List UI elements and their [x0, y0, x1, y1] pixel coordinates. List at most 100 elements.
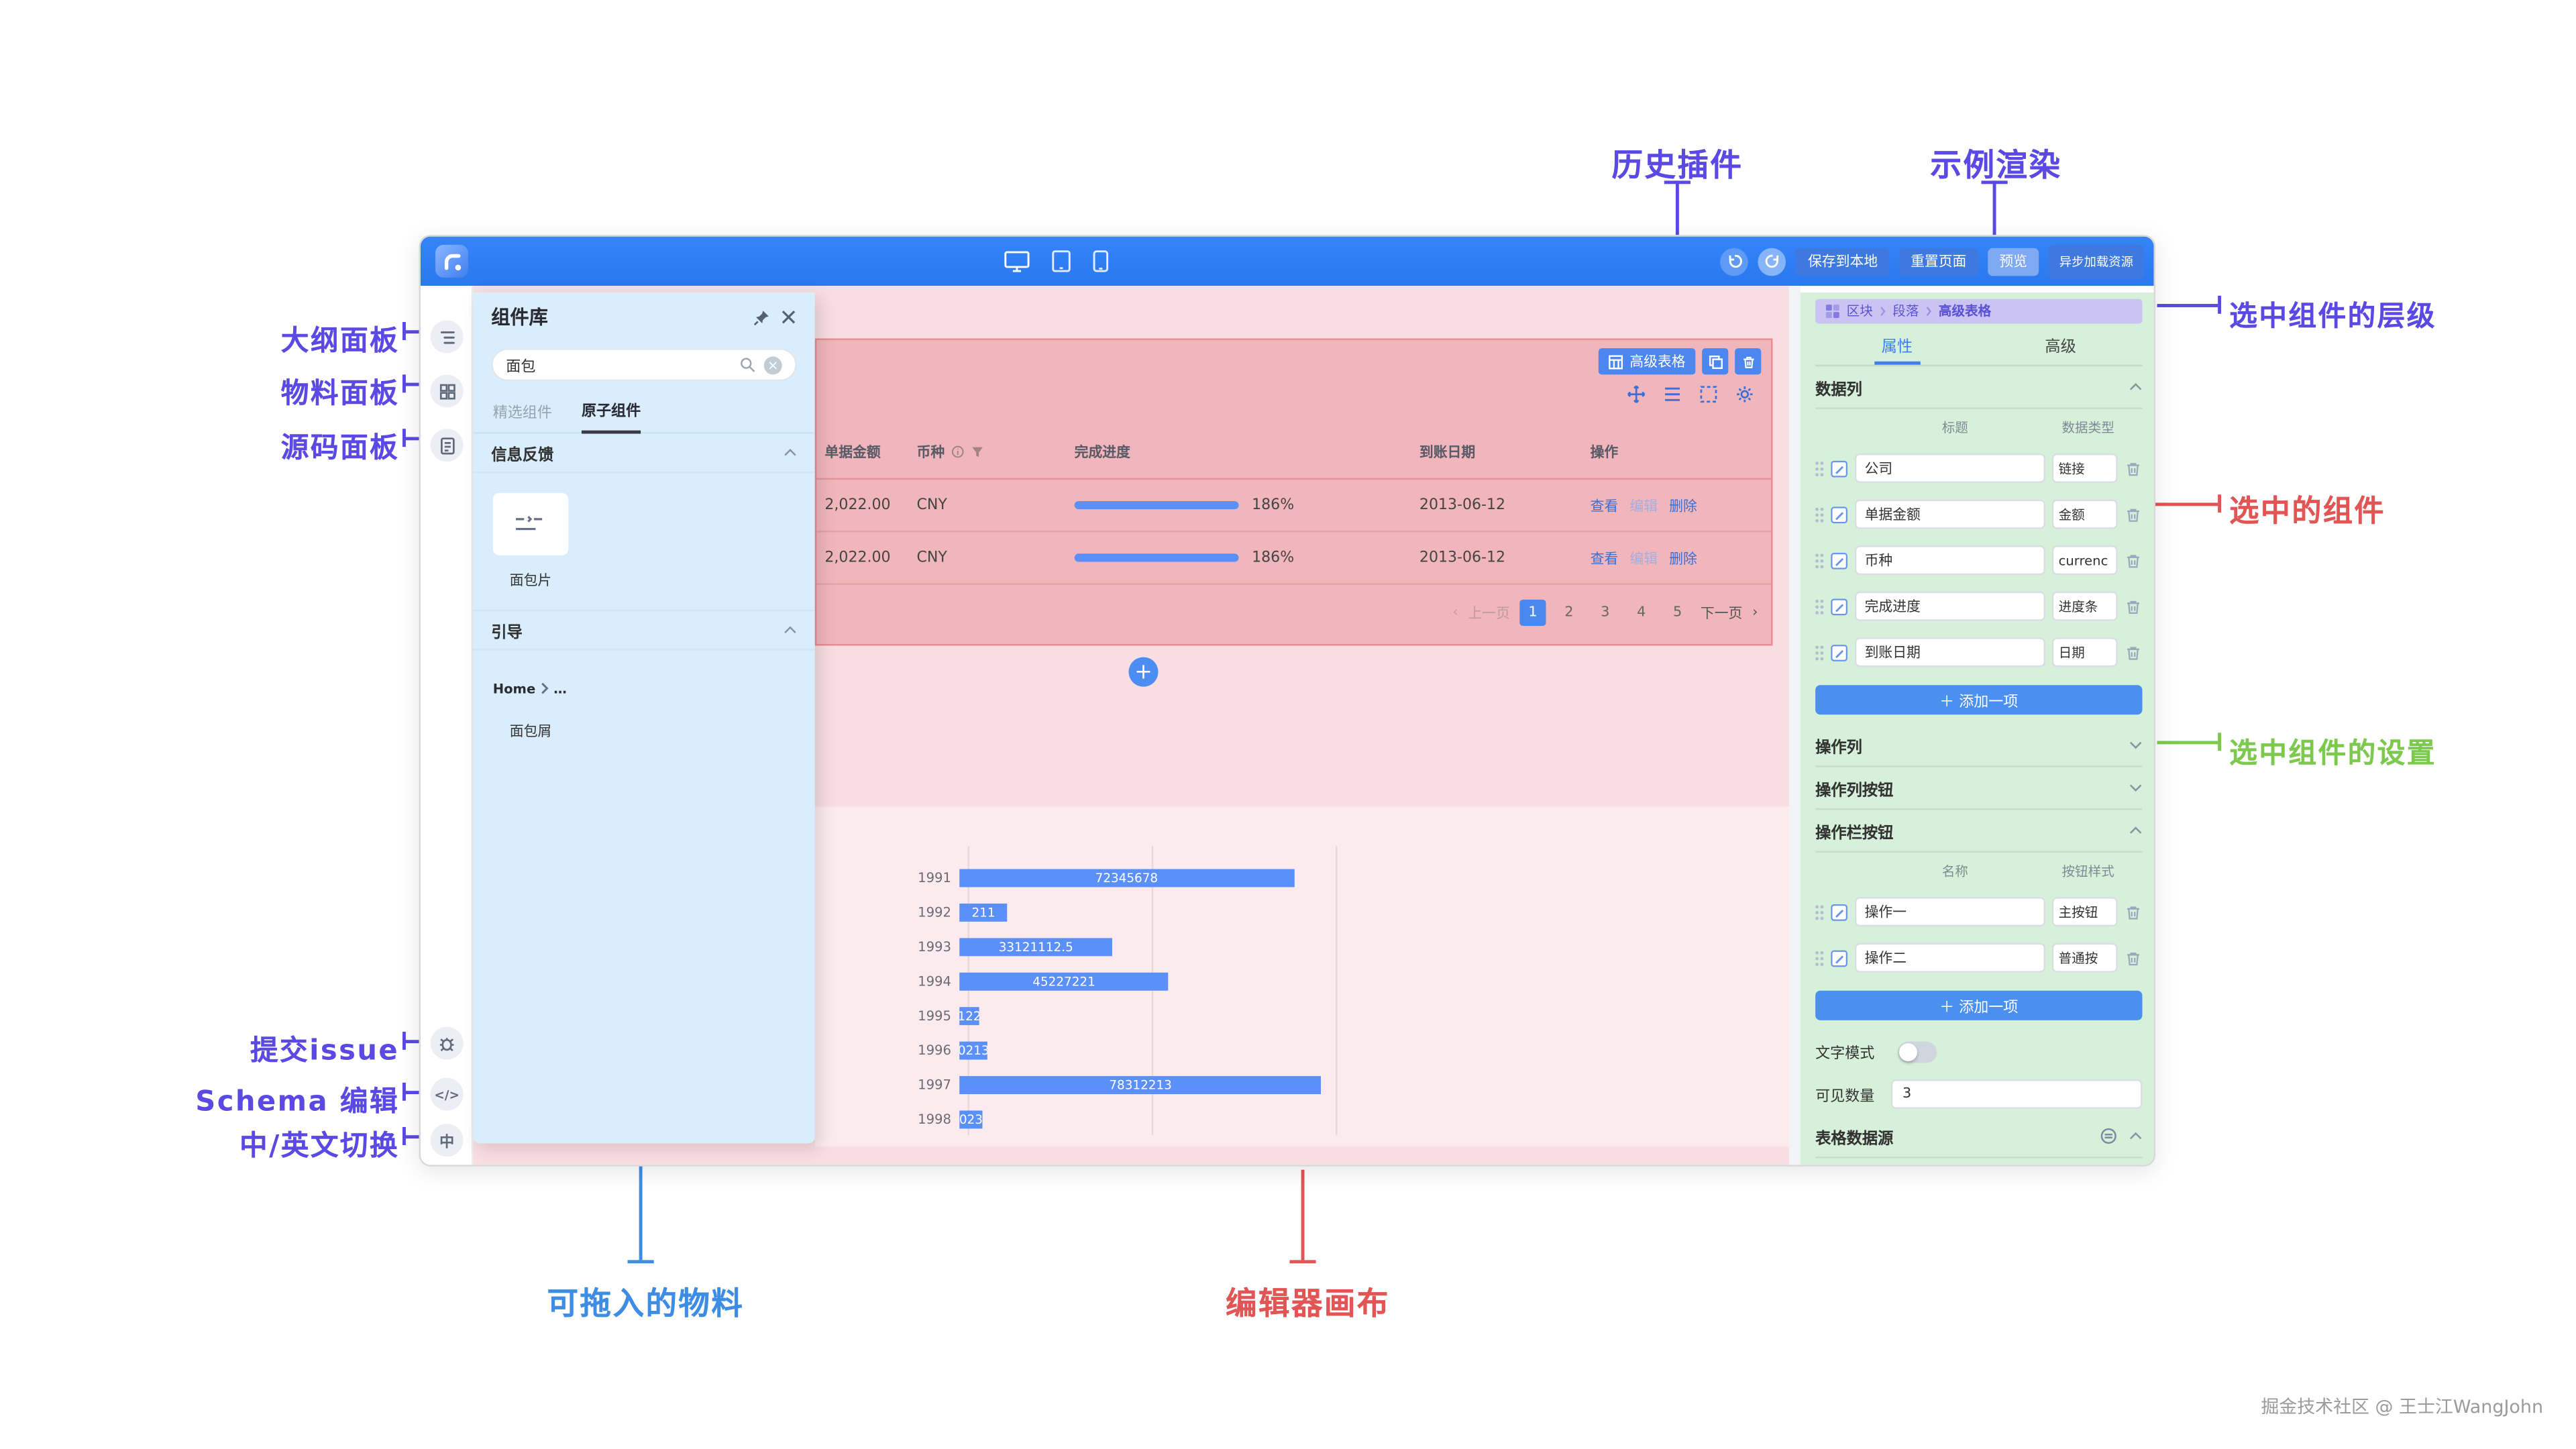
breadcrumb-block[interactable]: 区块 — [1846, 304, 1873, 319]
column-title-input[interactable] — [1854, 499, 2045, 529]
trash-icon[interactable] — [2125, 643, 2143, 661]
schema-code-icon[interactable]: </> — [430, 1077, 464, 1111]
column-title-input[interactable] — [1854, 545, 2045, 576]
page-button[interactable]: 4 — [1637, 604, 1646, 621]
page-button[interactable]: 3 — [1601, 604, 1610, 621]
text-mode-toggle[interactable] — [1897, 1040, 1937, 1063]
gear-icon[interactable] — [1735, 384, 1754, 403]
drag-handle-icon[interactable] — [1815, 645, 1824, 660]
view-link[interactable]: 查看 — [1590, 498, 1619, 515]
tab-featured-components[interactable]: 精选组件 — [492, 405, 552, 423]
bug-issue-icon[interactable] — [430, 1026, 464, 1060]
edit-icon[interactable] — [1830, 949, 1848, 967]
add-action-button[interactable]: ＋ 添加一项 — [1815, 990, 2143, 1020]
edit-icon[interactable] — [1830, 643, 1848, 661]
edit-icon[interactable] — [1830, 903, 1848, 921]
action-name-input[interactable] — [1854, 897, 2045, 927]
component-chip[interactable]: 高级表格 — [1598, 348, 1696, 375]
page-button[interactable]: 1 — [1519, 599, 1546, 627]
datasource-icon[interactable] — [2100, 1127, 2118, 1145]
prev-page[interactable]: 上一页 — [1468, 606, 1510, 623]
column-title-input[interactable] — [1854, 453, 2045, 484]
source-panel-icon[interactable] — [430, 429, 464, 462]
selected-table-component[interactable]: 高级表格 单据金额 — [814, 338, 1773, 646]
edit-icon[interactable] — [1830, 551, 1848, 570]
add-component-button[interactable]: + — [1128, 657, 1159, 687]
trash-icon[interactable] — [2125, 551, 2143, 570]
page-button[interactable]: 2 — [1564, 604, 1574, 621]
trash-icon[interactable] — [2125, 903, 2143, 921]
outline-panel-icon[interactable] — [430, 320, 464, 354]
redo-icon[interactable] — [1758, 247, 1787, 276]
drag-handle-icon[interactable] — [1815, 950, 1824, 965]
copy-component-icon[interactable] — [1702, 348, 1729, 375]
trash-icon[interactable] — [2125, 949, 2143, 967]
app-logo[interactable] — [435, 244, 468, 278]
canvas-scrollbar[interactable] — [1788, 286, 1801, 1165]
column-type-input[interactable] — [2051, 591, 2118, 621]
save-local-button[interactable]: 保存到本地 — [1796, 247, 1890, 276]
breadcrumb-table[interactable]: 高级表格 — [1938, 304, 1992, 319]
edit-icon[interactable] — [1830, 505, 1848, 523]
tab-atomic-components[interactable]: 原子组件 — [581, 399, 641, 434]
trash-icon[interactable] — [2125, 459, 2143, 477]
info-icon[interactable] — [951, 444, 965, 458]
column-title-input[interactable] — [1854, 591, 2045, 621]
visible-count-input[interactable] — [1890, 1079, 2143, 1110]
column-title-input[interactable] — [1854, 637, 2045, 667]
tab-advanced[interactable]: 高级 — [2045, 337, 2076, 356]
delete-link[interactable]: 删除 — [1669, 498, 1697, 515]
search-icon[interactable] — [739, 356, 755, 372]
edit-link[interactable]: 编辑 — [1629, 498, 1658, 515]
action-name-input[interactable] — [1854, 943, 2045, 973]
action-style-input[interactable] — [2051, 897, 2118, 927]
view-link[interactable]: 查看 — [1590, 551, 1619, 568]
column-type-input[interactable] — [2051, 545, 2118, 576]
tablet-icon[interactable] — [1051, 250, 1071, 272]
marquee-icon[interactable] — [1699, 384, 1718, 403]
chart-component[interactable]: 1991 72345678 1992 211 1993 33121112.5 1… — [814, 806, 1789, 1147]
language-switch-icon[interactable]: 中 — [430, 1124, 464, 1157]
tab-properties[interactable]: 属性 — [1815, 323, 1979, 365]
drag-handle-icon[interactable] — [1815, 904, 1824, 920]
edit-icon[interactable] — [1830, 597, 1848, 615]
edit-icon[interactable] — [1830, 459, 1848, 477]
action-style-input[interactable] — [2051, 943, 2118, 973]
search-input[interactable] — [506, 356, 731, 373]
trash-icon[interactable] — [2125, 505, 2143, 523]
section-action-column-buttons[interactable]: 操作列按钮 — [1815, 767, 2143, 810]
async-load-button[interactable]: 异步加载资源 — [2048, 244, 2144, 279]
section-action-bar-buttons[interactable]: 操作栏按钮 — [1815, 810, 2143, 853]
undo-icon[interactable] — [1721, 247, 1749, 276]
preview-button[interactable]: 预览 — [1988, 247, 2039, 276]
section-action-column[interactable]: 操作列 — [1815, 724, 2143, 767]
column-type-input[interactable] — [2051, 637, 2118, 667]
next-page[interactable]: 下一页 — [1700, 606, 1743, 623]
pin-icon[interactable] — [753, 308, 771, 326]
edit-link[interactable]: 编辑 — [1629, 551, 1658, 568]
section-feedback[interactable]: 信息反馈 — [473, 434, 815, 474]
delete-link[interactable]: 删除 — [1669, 551, 1697, 568]
add-column-button[interactable]: ＋ 添加一项 — [1815, 685, 2143, 715]
close-icon[interactable] — [780, 309, 796, 325]
drag-handle-icon[interactable] — [1815, 506, 1824, 522]
list-icon[interactable] — [1662, 384, 1682, 403]
desktop-icon[interactable] — [1004, 250, 1030, 272]
column-type-input[interactable] — [2051, 499, 2118, 529]
material-panel-icon[interactable] — [430, 374, 464, 408]
phone-icon[interactable] — [1093, 250, 1109, 272]
filter-icon[interactable] — [971, 444, 984, 458]
section-data-columns[interactable]: 数据列 — [1815, 366, 2143, 409]
trash-icon[interactable] — [2125, 597, 2143, 615]
editor-canvas[interactable]: 高级表格 单据金额 — [473, 286, 1789, 1165]
column-type-input[interactable] — [2051, 453, 2118, 484]
delete-component-icon[interactable] — [1735, 348, 1762, 375]
section-table-datasource[interactable]: 表格数据源 — [1815, 1116, 2143, 1159]
breadcrumb-paragraph[interactable]: 段落 — [1892, 304, 1919, 319]
component-card-breadcrumb-slice[interactable] — [492, 492, 569, 555]
clear-search-icon[interactable]: × — [763, 356, 782, 374]
reset-page-button[interactable]: 重置页面 — [1898, 247, 1978, 276]
drag-handle-icon[interactable] — [1815, 553, 1824, 568]
drag-handle-icon[interactable] — [1815, 598, 1824, 614]
component-card-breadcrumb[interactable]: Home … — [492, 681, 567, 696]
